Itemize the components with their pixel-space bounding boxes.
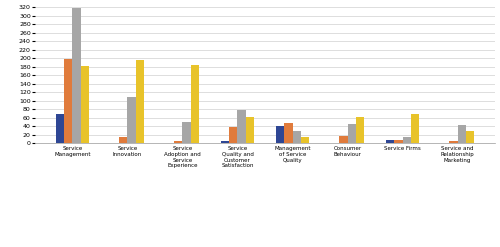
Bar [72, 8, 80, 143]
Bar [284, 123, 292, 143]
Bar [246, 117, 254, 143]
Bar [128, 97, 136, 143]
Bar [56, 114, 64, 143]
Bar [411, 114, 419, 143]
Bar [292, 130, 301, 143]
Bar [119, 137, 128, 143]
Bar [80, 65, 89, 143]
Bar [466, 130, 474, 143]
Bar [136, 60, 144, 143]
Bar [386, 140, 394, 143]
Bar [394, 140, 402, 143]
Bar [402, 137, 411, 143]
Bar [348, 124, 356, 143]
Bar [356, 117, 364, 143]
Bar [340, 136, 347, 143]
Bar [182, 122, 190, 143]
Bar [238, 110, 246, 143]
Bar [64, 59, 72, 143]
Bar [190, 65, 199, 143]
Legend: 1981-1990, 1991-2000, 2001-2010, 2011-2020: 1981-1990, 1991-2000, 2001-2010, 2011-20… [172, 244, 358, 247]
Bar [276, 126, 284, 143]
Bar [458, 125, 466, 143]
Bar [221, 141, 229, 143]
Bar [301, 137, 309, 143]
Bar [174, 141, 182, 143]
Bar [450, 141, 458, 143]
Bar [229, 127, 237, 143]
